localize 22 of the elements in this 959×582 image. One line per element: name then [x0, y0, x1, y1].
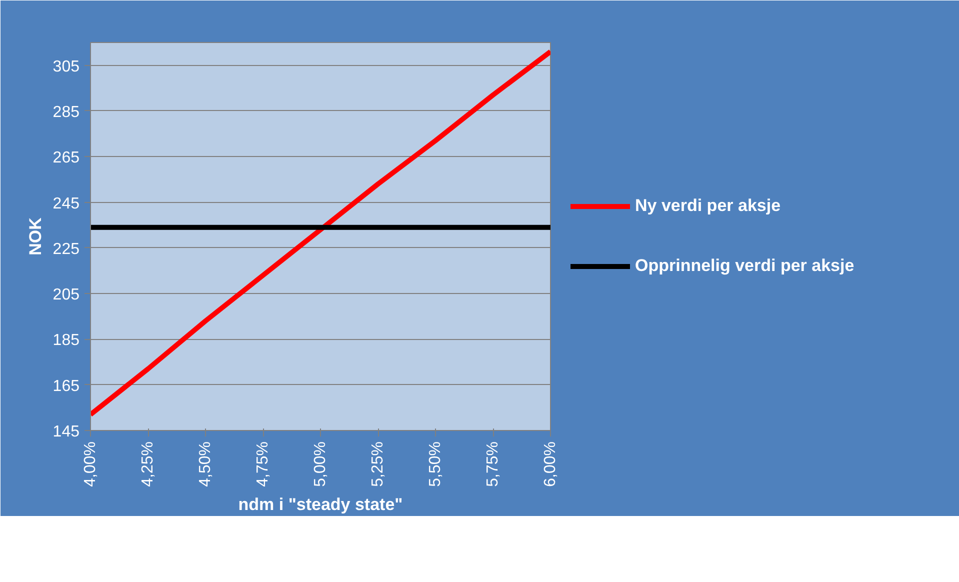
legend-label: Ny verdi per aksje: [635, 196, 782, 216]
y-tick-label: 285: [52, 104, 80, 121]
y-tick-label: 205: [52, 286, 80, 304]
x-tick-label: 4,00%: [82, 441, 99, 487]
y-tick-label: 305: [52, 58, 80, 76]
x-tick-label: 4,50%: [197, 441, 214, 487]
x-tick-label: 4,75%: [254, 441, 272, 487]
y-tick-label: 245: [52, 195, 80, 212]
x-tick-label: 4,25%: [140, 441, 156, 487]
legend-label: Opprinnelig verdi per aksje: [635, 256, 856, 276]
y-tick-label: 145: [52, 424, 80, 440]
y-tick-label: 225: [52, 240, 80, 258]
x-tick-label: 6,00%: [542, 441, 559, 487]
x-tick-label: 5,75%: [484, 441, 502, 487]
x-axis-title: ndm i "steady state": [238, 494, 403, 514]
x-tick-label: 5,25%: [370, 441, 386, 487]
y-tick-label: 265: [52, 150, 80, 167]
y-tick-label: 165: [52, 378, 80, 395]
y-tick-label: 185: [52, 332, 80, 350]
x-tick-label: 5,00%: [312, 441, 329, 487]
y-axis-title: NOK: [26, 216, 45, 256]
x-tick-label: 5,50%: [427, 441, 444, 487]
